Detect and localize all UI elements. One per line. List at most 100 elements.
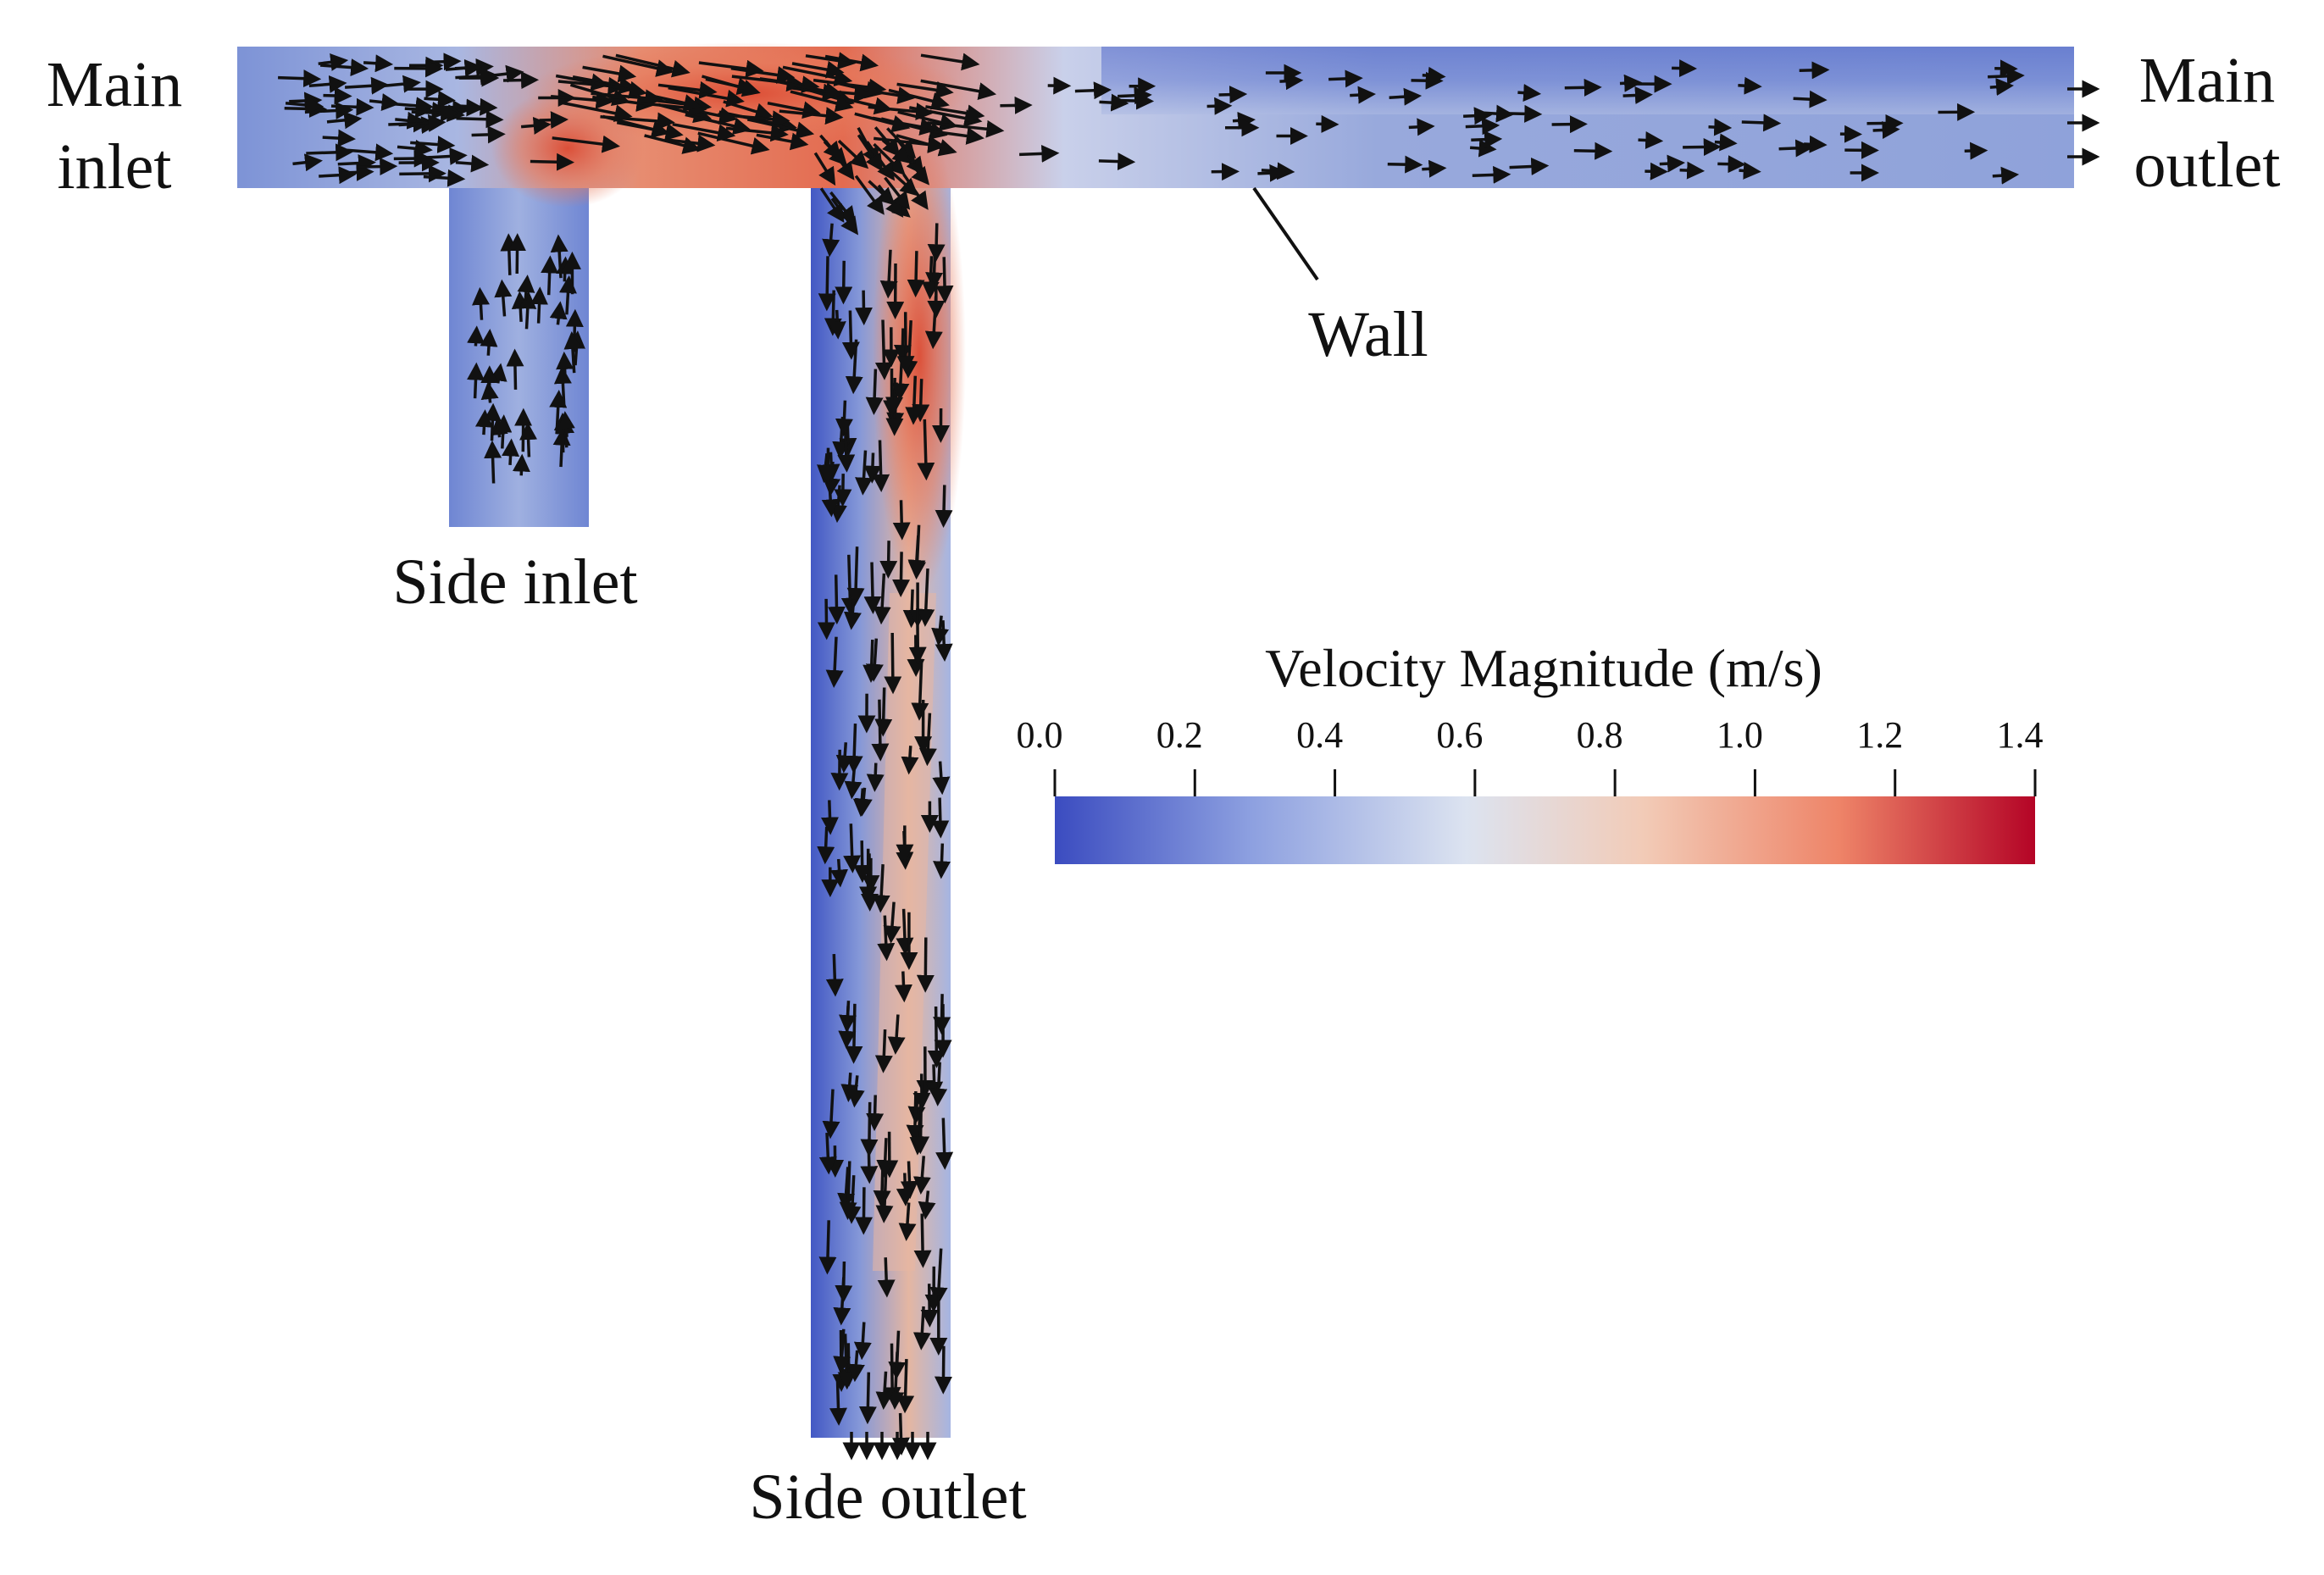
velocity-arrow xyxy=(326,111,363,130)
colorbar-tick-label: 0.6 xyxy=(1436,714,1483,756)
velocity-arrow xyxy=(845,724,863,774)
velocity-arrow xyxy=(1257,164,1288,182)
colorbar-tick-label: 1.0 xyxy=(1717,714,1763,756)
velocity-arrow xyxy=(854,112,911,133)
velocity-arrow xyxy=(837,1167,856,1212)
velocity-arrow xyxy=(853,1322,872,1361)
velocity-arrow xyxy=(907,535,926,578)
velocity-arrow xyxy=(306,143,354,162)
velocity-arrow xyxy=(445,58,483,77)
velocity-arrow xyxy=(1679,161,1706,180)
velocity-arrow xyxy=(887,1014,906,1055)
velocity-arrow xyxy=(935,1117,954,1170)
velocity-arrow xyxy=(906,1091,924,1143)
velocity-arrow xyxy=(520,116,552,135)
velocity-arrow xyxy=(506,348,524,390)
velocity-arrow xyxy=(702,75,761,97)
velocity-arrow xyxy=(500,233,519,275)
velocity-arrow xyxy=(552,427,571,468)
velocity-arrow xyxy=(830,858,849,888)
velocity-arrow xyxy=(921,256,940,300)
velocity-arrow xyxy=(884,176,911,210)
velocity-arrow xyxy=(917,568,935,627)
velocity-arrow xyxy=(1741,114,1782,132)
velocity-arrow xyxy=(284,99,328,118)
velocity-arrow xyxy=(886,1351,905,1410)
velocity-arrow xyxy=(1739,161,1761,180)
velocity-arrow xyxy=(886,167,918,197)
main-pipe-wall-band xyxy=(1101,47,2074,114)
velocity-arrow xyxy=(879,249,898,299)
velocity-arrow xyxy=(384,75,421,93)
velocity-arrow xyxy=(813,78,887,97)
velocity-arrow xyxy=(552,135,620,153)
velocity-arrow xyxy=(1799,61,1830,80)
velocity-arrow xyxy=(1316,114,1339,133)
velocity-arrow xyxy=(397,139,433,158)
velocity-arrow xyxy=(935,620,953,662)
velocity-arrow xyxy=(453,97,498,116)
velocity-arrow xyxy=(285,96,324,114)
velocity-arrow xyxy=(854,1187,873,1235)
velocity-arrow xyxy=(768,78,844,100)
colorbar-tick-label: 1.4 xyxy=(1997,714,2044,756)
velocity-arrow xyxy=(1099,93,1129,112)
velocity-arrow xyxy=(1672,59,1697,78)
velocity-arrow xyxy=(602,54,675,77)
velocity-arrow xyxy=(860,1101,879,1157)
velocity-arrow xyxy=(1517,84,1542,102)
velocity-arrow xyxy=(822,1089,840,1140)
velocity-arrow xyxy=(466,362,485,399)
velocity-arrow xyxy=(862,640,881,683)
velocity-arrow xyxy=(933,994,951,1035)
velocity-arrow xyxy=(888,88,950,110)
velocity-arrow xyxy=(1659,154,1685,173)
velocity-arrow xyxy=(1778,139,1814,158)
velocity-arrow xyxy=(330,97,374,116)
velocity-arrow xyxy=(846,1350,865,1383)
velocity-arrow xyxy=(818,256,836,312)
velocity-arrow xyxy=(657,80,718,99)
velocity-arrow xyxy=(790,90,854,113)
colorbar-ticks: 0.0 0.2 0.4 0.6 0.8 1.0 1.2 1.4 xyxy=(1017,714,2044,796)
velocity-arrow xyxy=(698,59,764,78)
velocity-arrow xyxy=(484,440,502,484)
velocity-arrow xyxy=(1120,92,1155,110)
velocity-arrow xyxy=(746,118,815,140)
velocity-arrow xyxy=(824,290,842,336)
velocity-arrow xyxy=(483,402,502,441)
velocity-arrow xyxy=(896,1173,914,1206)
velocity-arrow xyxy=(363,54,394,73)
velocity-arrow xyxy=(819,187,845,223)
colorbar-tick-label: 0.4 xyxy=(1296,714,1343,756)
velocity-arrow xyxy=(1465,117,1500,136)
velocity-arrow xyxy=(874,1029,893,1073)
velocity-arrow xyxy=(649,93,702,112)
velocity-arrow xyxy=(1232,111,1256,130)
velocity-arrow xyxy=(322,129,356,147)
velocity-arrow xyxy=(927,119,1005,138)
velocity-arrow xyxy=(514,408,533,452)
velocity-arrow xyxy=(824,53,879,72)
velocity-arrow xyxy=(550,234,569,279)
velocity-arrow xyxy=(1708,118,1733,136)
velocity-arrow xyxy=(455,67,498,86)
velocity-arrow xyxy=(893,328,912,363)
velocity-arrow xyxy=(1472,165,1511,184)
velocity-arrow xyxy=(840,1072,859,1102)
velocity-arrow xyxy=(854,290,873,326)
velocity-arrow xyxy=(1988,67,2025,86)
velocity-arrow xyxy=(767,101,821,119)
velocity-arrow xyxy=(425,53,462,71)
velocity-arrow xyxy=(644,134,702,154)
velocity-arrow xyxy=(929,1062,948,1106)
velocity-arrow xyxy=(1469,139,1497,158)
velocity-arrow xyxy=(863,452,882,484)
velocity-arrow xyxy=(550,91,614,109)
velocity-vectors xyxy=(278,52,2100,1461)
velocity-arrow xyxy=(854,175,885,215)
velocity-arrow xyxy=(839,1161,857,1220)
velocity-arrow xyxy=(1019,144,1060,163)
velocity-arrow xyxy=(900,1161,918,1200)
velocity-arrow xyxy=(399,164,446,183)
